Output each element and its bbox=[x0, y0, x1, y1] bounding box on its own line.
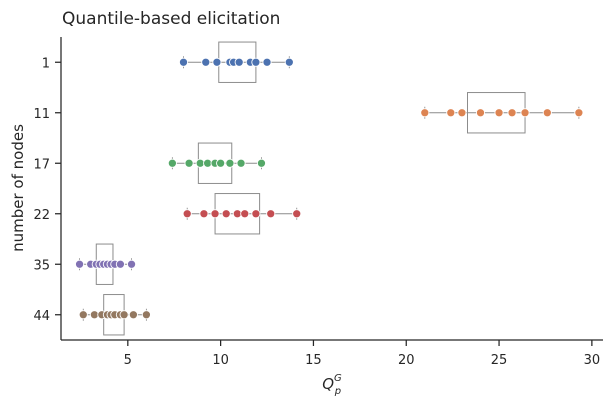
data-point bbox=[292, 209, 302, 219]
x-tick-label: 10 bbox=[212, 353, 229, 368]
x-axis-label-subscript: p bbox=[334, 386, 341, 397]
y-axis-label: number of nodes bbox=[9, 124, 27, 252]
data-point bbox=[212, 57, 222, 67]
x-tick-label: 25 bbox=[491, 353, 508, 368]
data-point bbox=[574, 108, 584, 118]
data-point bbox=[234, 57, 244, 67]
data-point bbox=[520, 108, 530, 118]
data-point bbox=[182, 209, 192, 219]
data-point bbox=[128, 310, 138, 320]
data-point bbox=[494, 108, 504, 118]
x-tick-label: 5 bbox=[124, 353, 132, 368]
data-point bbox=[420, 108, 430, 118]
y-tick-label: 17 bbox=[33, 157, 50, 172]
x-tick-label: 15 bbox=[305, 353, 322, 368]
data-point bbox=[78, 310, 88, 320]
y-tick-label: 22 bbox=[33, 208, 50, 223]
data-point bbox=[141, 310, 151, 320]
data-point bbox=[446, 108, 456, 118]
data-point bbox=[75, 259, 85, 269]
series-17 bbox=[167, 142, 267, 184]
data-point bbox=[256, 158, 267, 168]
y-tick-label: 11 bbox=[33, 107, 50, 122]
data-point bbox=[167, 158, 177, 168]
series-35 bbox=[75, 243, 137, 285]
x-tick-label: 20 bbox=[398, 353, 415, 368]
data-point bbox=[251, 57, 261, 67]
chart-title: Quantile-based elicitation bbox=[62, 9, 280, 29]
data-point bbox=[216, 158, 226, 168]
data-point bbox=[232, 209, 242, 219]
x-tick-label: 30 bbox=[584, 353, 601, 368]
y-tick-label: 44 bbox=[33, 309, 50, 324]
data-point bbox=[236, 158, 246, 168]
data-point bbox=[126, 259, 137, 269]
data-point bbox=[507, 108, 517, 118]
y-tick-label: 1 bbox=[42, 56, 50, 71]
y-tick-label: 35 bbox=[33, 258, 50, 273]
data-point bbox=[89, 310, 99, 320]
data-point bbox=[210, 209, 220, 219]
data-point bbox=[221, 209, 231, 219]
data-point bbox=[262, 57, 272, 67]
data-point bbox=[201, 57, 211, 67]
data-point bbox=[119, 310, 129, 320]
data-point bbox=[115, 259, 125, 269]
data-point bbox=[199, 209, 209, 219]
plot-area bbox=[75, 41, 584, 336]
x-axis-ticks: 5 10 15 20 25 30 bbox=[124, 340, 600, 368]
data-point bbox=[178, 57, 189, 67]
data-point bbox=[184, 158, 194, 168]
data-point bbox=[225, 158, 235, 168]
data-point bbox=[542, 108, 552, 118]
data-point bbox=[284, 57, 294, 67]
x-axis-label-main: Q bbox=[322, 375, 334, 393]
x-axis-label: QG p bbox=[322, 373, 342, 397]
data-point bbox=[203, 158, 213, 168]
series-1 bbox=[178, 41, 294, 83]
x-axis-label-superscript: G bbox=[334, 373, 342, 384]
series-11 bbox=[420, 92, 584, 134]
data-point bbox=[475, 108, 486, 118]
data-point bbox=[195, 158, 205, 168]
data-point bbox=[457, 108, 467, 118]
series-44 bbox=[78, 294, 151, 336]
series-22 bbox=[182, 193, 302, 235]
data-point bbox=[251, 209, 261, 219]
data-point bbox=[240, 209, 250, 219]
data-point bbox=[266, 209, 276, 219]
